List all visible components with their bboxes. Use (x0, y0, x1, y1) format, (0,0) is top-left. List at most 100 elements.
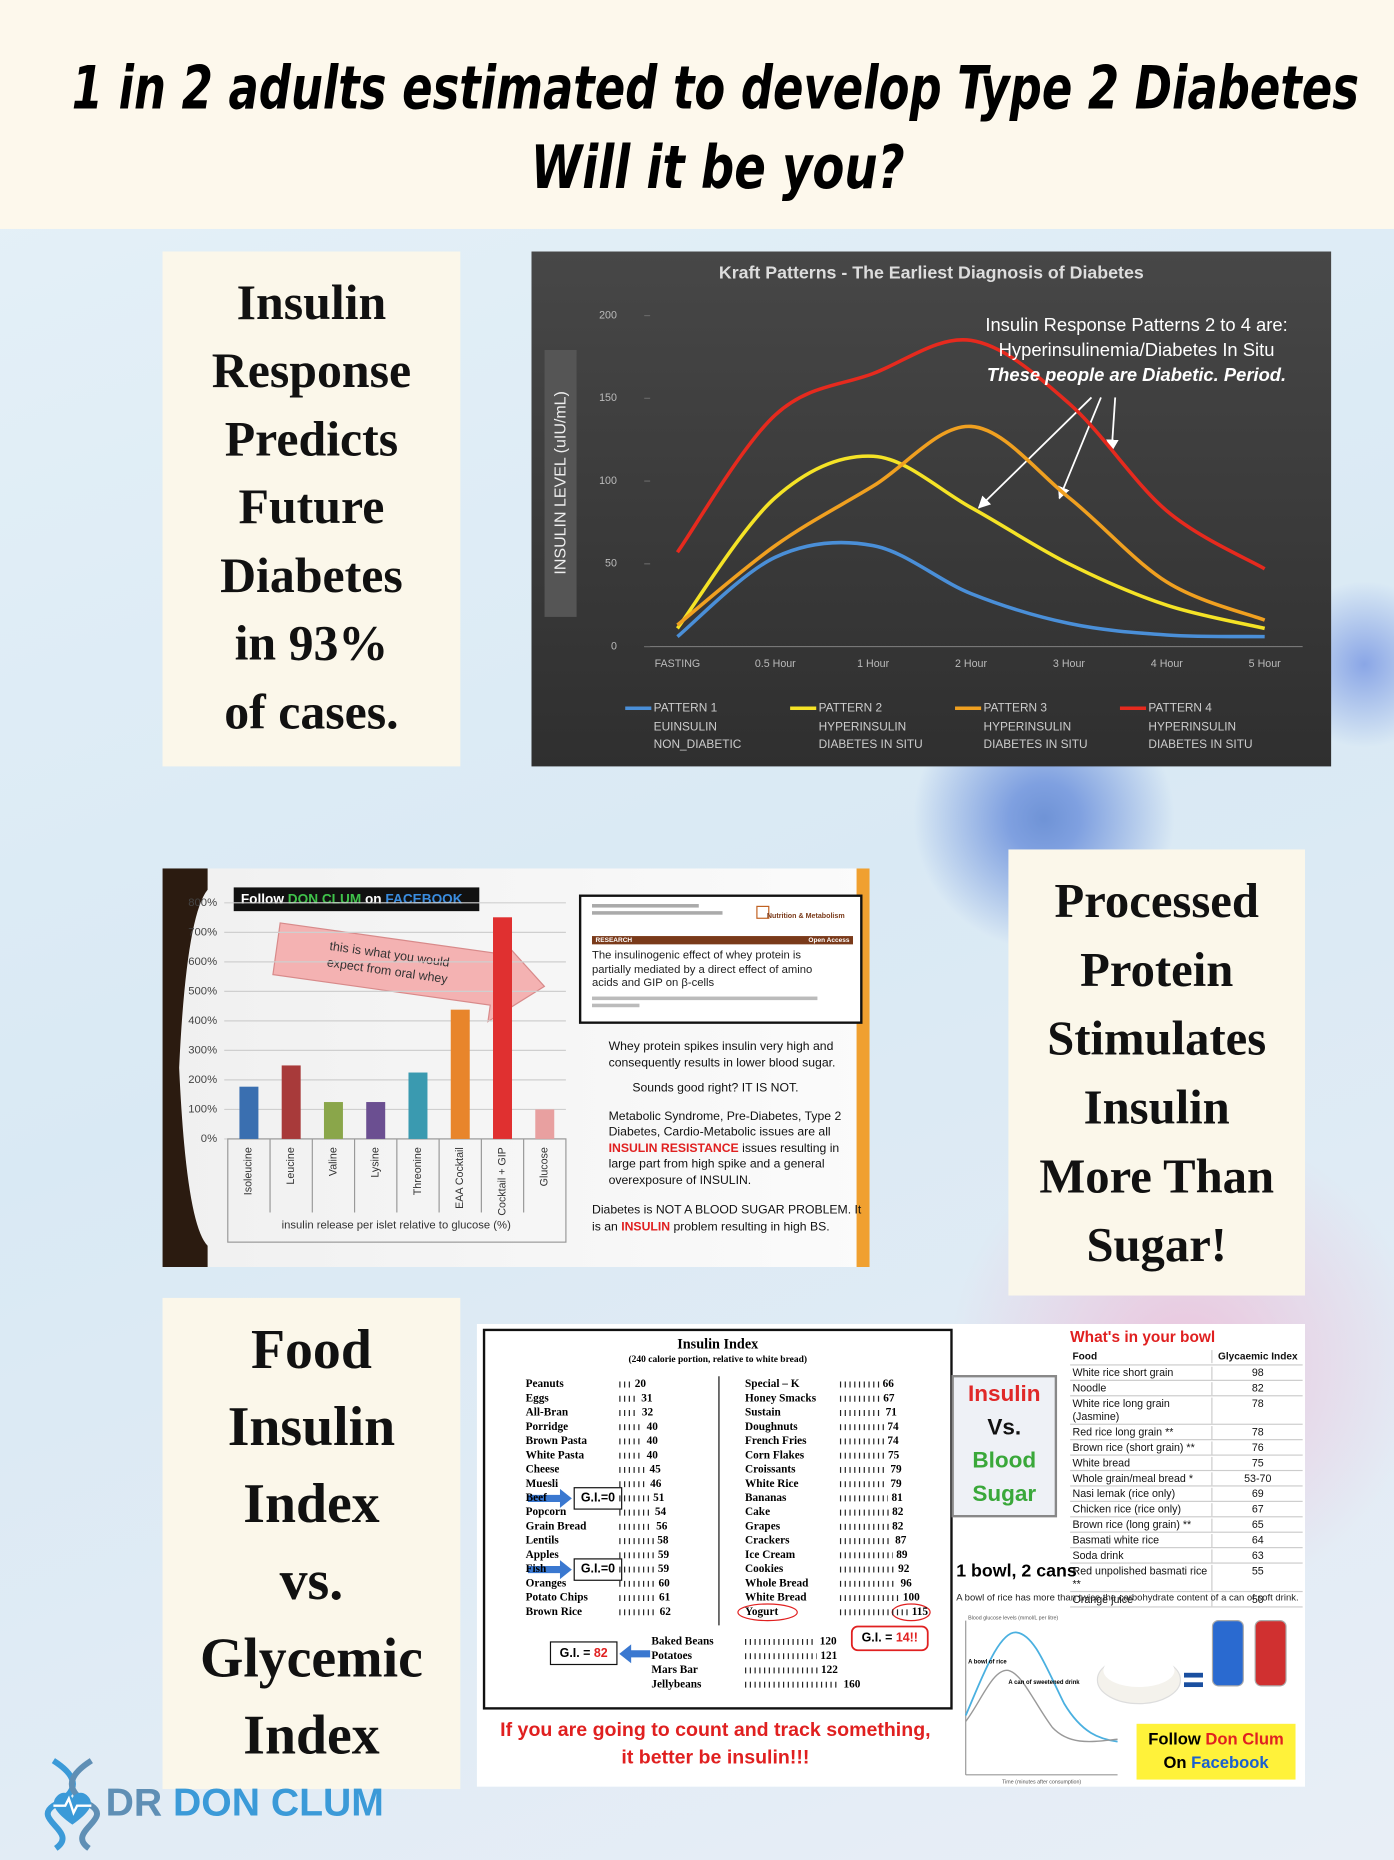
food-name: White Bread (745, 1592, 807, 1604)
arrow (1057, 397, 1102, 500)
food-name: Muesli (526, 1478, 559, 1490)
arrow (977, 396, 1093, 509)
callout-box (850, 1625, 929, 1652)
paper-title: The insulinogenic effect of whey protein… (592, 949, 813, 990)
whey-chart: this is what you would expect from oral … (162, 868, 870, 1268)
callout-box (573, 1487, 623, 1510)
table-row: White bread 75 (1070, 1456, 1303, 1472)
food-name: Grapes (745, 1520, 781, 1532)
table-row: Brown rice (short grain) ** 76 (1070, 1440, 1303, 1456)
note-box: Food Insulin Index vs. Glycemic Index (162, 1297, 461, 1790)
table-cell: 76 (1211, 1440, 1303, 1454)
annotation: Insulin Response Patterns 2 to 4 are: (985, 314, 1287, 335)
annotation: These people are Diabetic. Period. (987, 364, 1286, 385)
food-name: French Fries (745, 1435, 807, 1447)
food-name: Brown Pasta (526, 1435, 588, 1447)
can (1254, 1620, 1287, 1687)
x-tick-label: Glucose (539, 1147, 551, 1186)
index-value: 87 (895, 1535, 907, 1547)
table-cell: 53-70 (1211, 1471, 1303, 1485)
index-value: 58 (657, 1535, 669, 1547)
logo-text: DR DON CLUM (106, 1782, 384, 1825)
note-line: Insulin (236, 276, 387, 331)
y-tick-label: 100% (188, 1103, 217, 1115)
index-value: 71 (886, 1407, 898, 1419)
callout: G.I. = 82 (560, 1646, 608, 1660)
index-value: 59 (658, 1549, 670, 1561)
y-tick-label: 500% (188, 985, 217, 997)
food-name: Popcorn (526, 1506, 567, 1518)
banner-text: Follow DON CLUM on FACEBOOK (241, 891, 463, 906)
mini-label: Time (minutes after consumption) (1002, 1779, 1081, 1785)
text-part: on (361, 891, 385, 906)
table-cell: Brown rice (short grain) ** (1072, 1440, 1195, 1453)
callout: G.I.=0 (581, 1562, 615, 1576)
text-part: Follow (241, 891, 288, 906)
pulse (53, 1795, 92, 1816)
axis-label-bg (544, 349, 577, 617)
journal: Nutrition & Metabolism (767, 912, 845, 920)
legend-label: PATTERN 2 (819, 700, 882, 714)
index-panel: Insulin Index (240 calorie portion, relat… (476, 1324, 1306, 1787)
kraft-chart: Kraft Patterns - The Earliest Diagnosis … (544, 263, 1303, 751)
table-row: White rice long grain (Jasmine) 78 (1070, 1396, 1303, 1425)
blue-arrow (527, 1560, 572, 1580)
table-row: Red unpolished basmati rice ** 55 (1070, 1564, 1303, 1593)
note-line: Future (238, 480, 385, 536)
footer-line: If you are going to count and track some… (500, 1719, 930, 1741)
note-box: Insulin Response Predicts Future Diabetes in … (162, 251, 461, 767)
text-part: issues resulting in large part from high… (608, 1141, 840, 1187)
paper-meta (592, 911, 723, 915)
rice (1103, 1653, 1175, 1688)
food-name: Yogurt (745, 1606, 778, 1618)
legend-desc: NON_DIABETIC (654, 737, 742, 751)
table-cell: 67 (1211, 1502, 1303, 1516)
paper-authors (592, 996, 818, 1001)
legend-desc: EUINSULIN (654, 719, 717, 733)
y-tick-label: 600% (188, 956, 217, 968)
paragraphs: Whey protein spikes insulin very high an… (592, 1039, 863, 1235)
vs-text: Vs. (987, 1414, 1021, 1439)
index-value: 59 (658, 1563, 670, 1575)
note-line: Sugar! (1086, 1217, 1227, 1272)
food-name: Porridge (526, 1421, 569, 1433)
y-tick-label: 800% (188, 897, 217, 909)
table-cell: Red rice long grain ** (1072, 1425, 1174, 1438)
equals (1184, 1672, 1203, 1678)
text-part: INSULIN RESISTANCE (608, 1141, 739, 1155)
text-part: FACEBOOK (385, 891, 462, 906)
header: 1 in 2 adults estimated to develop Type … (0, 0, 1394, 229)
table-cell: 78 (1211, 1425, 1303, 1439)
table-cell: 82 (1211, 1381, 1303, 1395)
index-subtitle: (240 calorie portion, relative to white … (629, 1354, 808, 1365)
legend-label: PATTERN 3 (984, 700, 1048, 714)
text-part: 14!! (896, 1631, 918, 1645)
text-part: DR (106, 1782, 173, 1825)
pink-arrow: this is what you would expect from oral … (272, 922, 546, 1023)
index-value: 115 (912, 1606, 929, 1618)
y-axis-label: INSULIN LEVEL (uIU/mL) (552, 391, 569, 574)
food-name: Jellybeans (651, 1678, 702, 1690)
bar (281, 1065, 301, 1139)
section: RESEARCH (596, 937, 633, 944)
table-cell: White rice long grain (Jasmine) (1072, 1396, 1170, 1422)
whey-panel: this is what you would expect from oral … (162, 868, 870, 1268)
legend-desc: DIABETES IN SITU (1148, 737, 1252, 751)
food-name: Peanuts (526, 1378, 565, 1390)
text-part: G.I.=0 (581, 1491, 615, 1505)
table-cell: 63 (1211, 1548, 1303, 1562)
table-cell: Red unpolished basmati rice ** (1072, 1564, 1208, 1590)
text-part: Diabetes is NOT A BLOOD SUGAR PROBLEM. I… (592, 1204, 862, 1234)
legend-desc: HYPERINSULIN (819, 719, 907, 733)
logo: DR DON CLUM (44, 1756, 412, 1851)
y-tick-label: 200% (188, 1074, 217, 1086)
index-value: 40 (647, 1449, 659, 1461)
text-part: DON CLUM (288, 891, 361, 906)
kraft-panel: Kraft Patterns - The Earliest Diagnosis … (531, 251, 1332, 767)
table-cell: 64 (1211, 1533, 1303, 1547)
table-cell: 69 (1211, 1487, 1303, 1501)
text-part: 82 (594, 1646, 608, 1660)
mini-title: Blood glucose levels (mmol/L per litre) (968, 1616, 1058, 1622)
banner-bg (233, 887, 480, 912)
table-cell: White bread (1072, 1456, 1131, 1469)
